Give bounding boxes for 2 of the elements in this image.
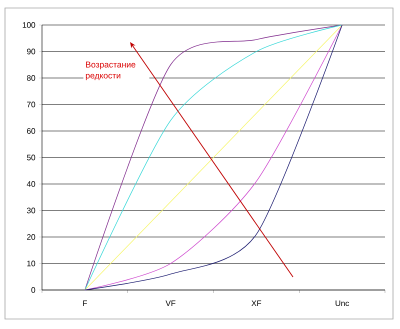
annotation: Возрастание редкости: [86, 62, 136, 80]
line-series: [84, 24, 342, 290]
